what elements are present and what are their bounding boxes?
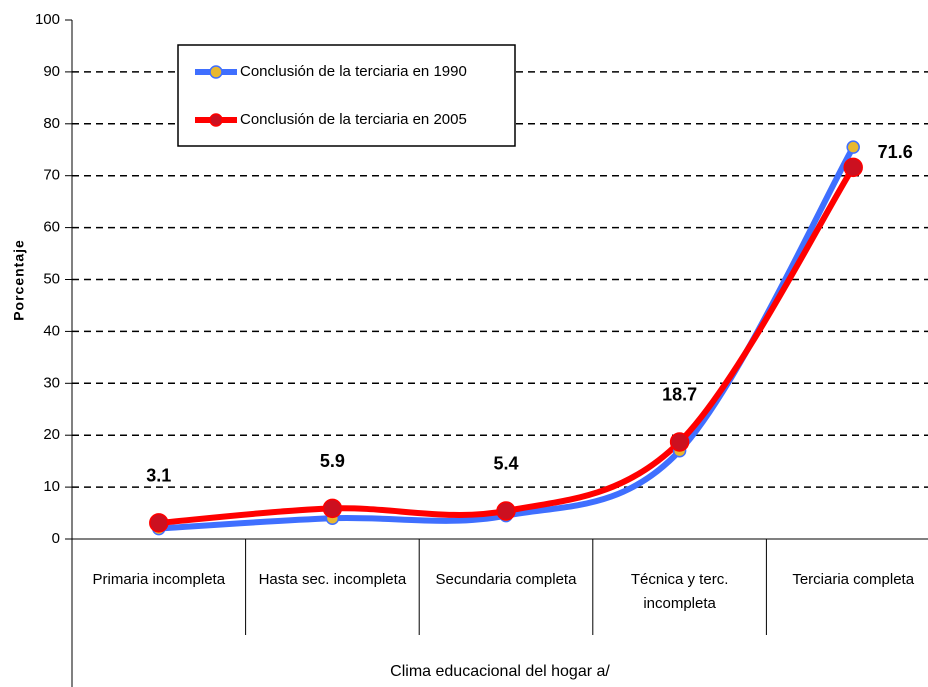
y-tick-label: 90	[43, 63, 60, 80]
data-label: 18.7	[662, 385, 697, 405]
y-tick-label: 30	[43, 374, 60, 391]
x-tick-label: Técnica y terc. incompleta	[630, 571, 729, 612]
y-tick-label: 80	[43, 115, 60, 132]
y-tick-label: 0	[52, 530, 60, 547]
marker	[322, 498, 343, 519]
data-label: 5.9	[320, 451, 345, 471]
marker	[149, 513, 169, 533]
y-tick-label: 10	[43, 478, 60, 495]
data-label: 71.6	[878, 142, 913, 162]
marker	[496, 501, 516, 521]
y-tick-label: 20	[43, 426, 60, 443]
data-label: 5.4	[493, 454, 518, 474]
x-tick-label: Hasta sec. incompleta	[258, 571, 407, 588]
x-tick-label: Terciaria completa	[792, 571, 915, 588]
y-tick-label: 100	[35, 11, 60, 28]
legend-marker	[209, 65, 223, 79]
legend-box	[177, 44, 516, 147]
y-tick-label: 50	[43, 270, 60, 287]
legend-label: Conclusión de la terciaria en 2005	[240, 111, 467, 128]
series-line	[155, 164, 857, 526]
y-tick-label: 60	[43, 219, 60, 236]
x-tick-label: Secundaria completa	[435, 571, 577, 588]
marker	[669, 432, 690, 452]
marker	[843, 157, 863, 178]
y-tick-label: 40	[43, 322, 60, 339]
y-axis-label: Porcentaje	[11, 239, 27, 321]
legend-label: Conclusión de la terciaria en 1990	[240, 63, 467, 80]
x-tick-label: Primaria incompleta	[92, 571, 226, 588]
legend-marker	[209, 113, 223, 127]
data-label: 3.1	[146, 466, 171, 486]
y-tick-label: 70	[43, 167, 60, 184]
x-axis-label: Clima educacional del hogar a/	[390, 663, 610, 680]
marker	[846, 140, 860, 154]
